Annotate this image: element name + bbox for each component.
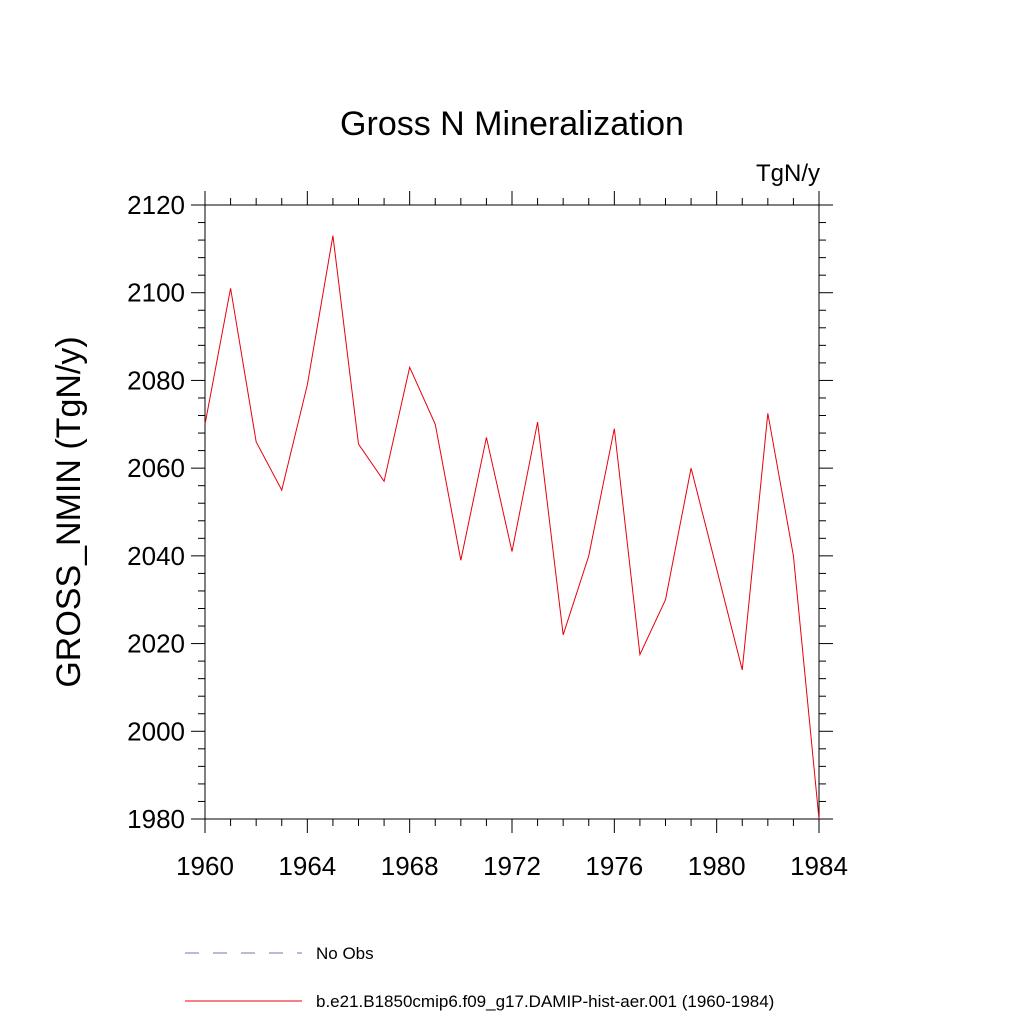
y-tick-label: 1980 [127, 804, 185, 834]
x-tick-label: 1968 [381, 851, 439, 881]
series-line-0 [204, 235, 820, 820]
plot-frame [204, 204, 820, 820]
chart-title: Gross N Mineralization [340, 105, 684, 143]
x-tick-label: 1976 [585, 851, 643, 881]
x-tick-label: 1960 [176, 851, 234, 881]
x-tick-label: 1980 [688, 851, 746, 881]
y-tick-label: 2100 [127, 278, 185, 308]
x-axis: 1960 1964 1968 1972 1976 1980 1984 [176, 191, 848, 881]
legend-label-model: b.e21.B1850cmip6.f09_g17.DAMIP-hist-aer.… [316, 992, 774, 1011]
y-tick-label: 2000 [127, 716, 185, 746]
y-axis-label: GROSS_NMIN (TgN/y) [50, 336, 88, 687]
y-tick-label: 2040 [127, 541, 185, 571]
legend-label-no-obs: No Obs [316, 944, 374, 963]
legend: No Obs b.e21.B1850cmip6.f09_g17.DAMIP-hi… [185, 944, 774, 1011]
y-tick-label: 2080 [127, 365, 185, 395]
y-tick-label: 2020 [127, 629, 185, 659]
y-axis: 1980 2000 2020 2040 2060 2080 2100 2120 [127, 190, 833, 834]
plot-area [204, 235, 820, 820]
x-tick-label: 1972 [483, 851, 541, 881]
x-tick-label: 1964 [278, 851, 336, 881]
y-tick-label: 2060 [127, 453, 185, 483]
x-tick-label: 1984 [790, 851, 848, 881]
units-label: TgN/y [756, 160, 820, 187]
y-tick-label: 2120 [127, 190, 185, 220]
